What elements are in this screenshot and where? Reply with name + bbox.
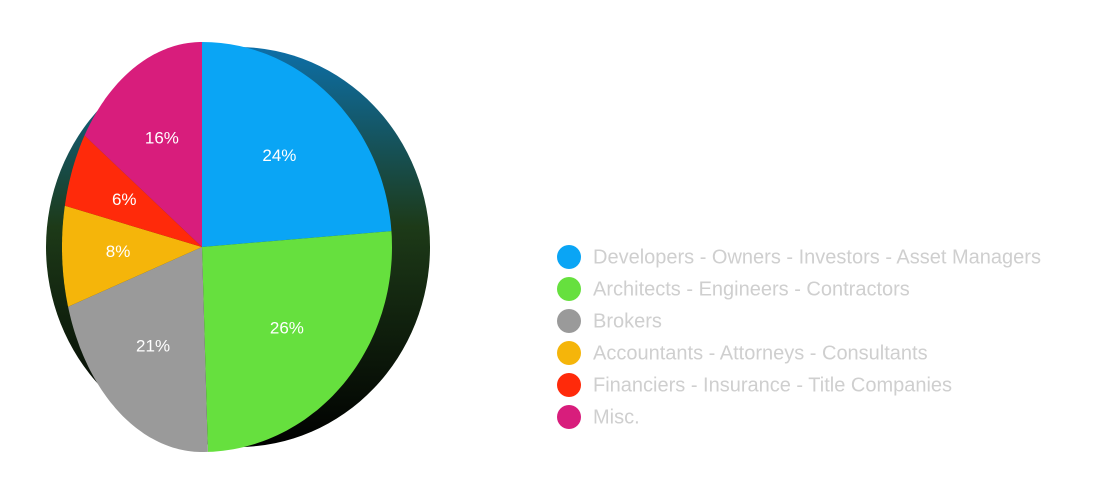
slice-label: 16% — [145, 128, 179, 147]
legend: Developers - Owners - Investors - Asset … — [557, 245, 1041, 429]
legend-swatch — [557, 245, 581, 269]
legend-label: Architects - Engineers - Contractors — [593, 278, 910, 300]
legend-label: Financiers - Insurance - Title Companies — [593, 374, 952, 396]
legend-label: Developers - Owners - Investors - Asset … — [593, 246, 1041, 268]
legend-swatch — [557, 373, 581, 397]
legend-swatch — [557, 277, 581, 301]
legend-label: Accountants - Attorneys - Consultants — [593, 342, 928, 364]
slice-label: 6% — [112, 190, 137, 209]
slice-label: 8% — [106, 242, 131, 261]
pie: 24% 26% 21% 8% 6% 16% — [46, 42, 430, 452]
pie-slice — [68, 247, 208, 452]
slice-label: 21% — [136, 336, 170, 355]
slice-label: 26% — [270, 319, 304, 338]
legend-swatch — [557, 309, 581, 333]
legend-label: Brokers — [593, 310, 662, 332]
legend-swatch — [557, 341, 581, 365]
pie-slice — [62, 205, 202, 307]
pie-slice — [202, 42, 392, 247]
slice-label: 24% — [262, 146, 296, 165]
pie-slice — [84, 42, 202, 247]
pie-slice — [64, 135, 203, 247]
legend-label: Misc. — [593, 406, 640, 428]
legend-swatch — [557, 405, 581, 429]
pie-slice — [202, 231, 392, 452]
